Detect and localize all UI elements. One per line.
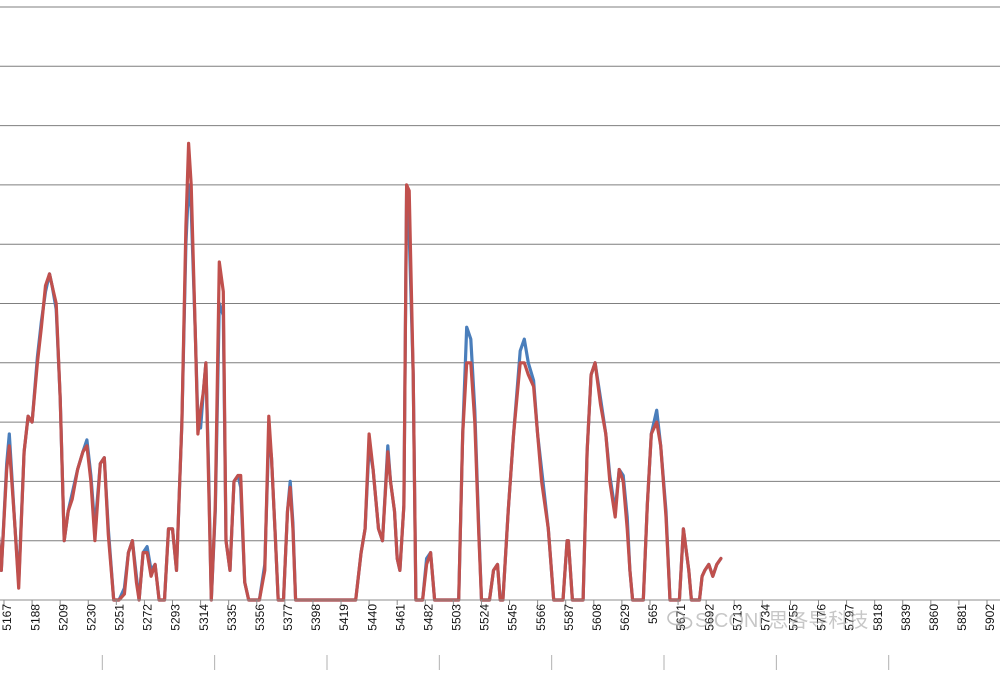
x-tick-label: 5167 [0,604,14,631]
x-tick-label: 5776 [815,604,829,631]
x-tick-label: 5272 [141,604,155,631]
x-tick-label: 5398 [309,604,323,631]
series-line-2 [0,141,723,602]
x-tick-label: 565 [646,604,660,624]
x-tick-label: 5230 [84,604,98,631]
x-tick-label: 5818 [871,604,885,631]
x-tick-label: 5797 [843,604,857,631]
watermark: SICONl 思各导科技 [667,609,868,632]
x-tick-label: 5419 [337,604,351,631]
watermark-text: SICONl 思各导科技 [695,609,868,632]
x-tick-label: 5293 [169,604,183,631]
x-tick-label: 5755 [787,604,801,631]
x-tick-label: 5629 [618,604,632,631]
x-tick-label: 5902 [983,604,997,631]
x-tick-label: 5461 [393,604,407,631]
x-tick-label: 5188 [28,604,42,631]
x-tick-label: 5503 [450,604,464,631]
x-tick-label: 5440 [365,604,379,631]
x-tick-label: 5587 [562,604,576,631]
x-tick-label: 5314 [197,604,211,631]
x-axis: 5167 5188 5209 5230 5251 5272 5293 5314 5335 5356… [0,599,1000,670]
x-tick-label: 5524 [478,604,492,631]
x-tick-label: 5545 [506,604,520,631]
x-tick-label: 5881 [955,604,969,631]
x-tick-label: 5251 [113,604,127,631]
x-tick-label: 5209 [56,604,70,631]
x-tick-label: 5335 [225,604,239,631]
x-tick-label: 5356 [253,604,267,631]
wechat-icon [667,610,693,629]
series-layer [0,141,723,602]
x-tick-label: 5860 [927,604,941,631]
x-tick-label: 5734 [758,604,772,631]
x-tick-label: 5839 [899,604,913,631]
x-tick-label: 5713 [730,604,744,631]
x-tick-label: 5608 [590,604,604,631]
x-tick-label: 5566 [534,604,548,631]
x-tick-label: 5377 [281,604,295,631]
gridlines [0,6,1000,542]
x-tick-label: 5692 [702,604,716,631]
x-tick-label: 5482 [421,604,435,631]
